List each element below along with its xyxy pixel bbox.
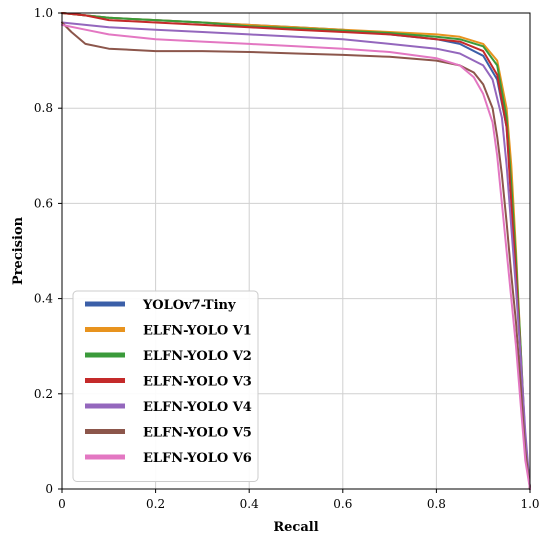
legend-label: YOLOv7-Tiny <box>142 298 236 313</box>
x-tick-label: 1.0 <box>520 497 539 511</box>
y-tick-label: 0 <box>45 482 53 496</box>
y-tick-label: 1.0 <box>34 6 53 20</box>
x-axis-title: Recall <box>273 520 318 535</box>
legend-label: ELFN-YOLO V3 <box>143 375 252 390</box>
x-tick-label: 0.6 <box>333 497 352 511</box>
axis-ticks: 0 0.2 0.4 0.6 0.8 1.0 0 0.2 0.4 0.6 0.8 1.0 <box>34 6 540 511</box>
plot-frame <box>61 12 531 490</box>
x-tick-label: 0.2 <box>146 497 165 511</box>
legend-label: ELFN-YOLO V6 <box>143 451 252 466</box>
x-tick-label: 0.8 <box>427 497 446 511</box>
y-tick-label: 0.4 <box>34 292 53 306</box>
x-tick-label: 0 <box>58 497 66 511</box>
series-lines <box>61 12 531 490</box>
y-tick-label: 0.6 <box>34 196 53 210</box>
legend-label: ELFN-YOLO V4 <box>143 400 252 415</box>
legend-label: ELFN-YOLO V5 <box>143 426 252 441</box>
legend-label: ELFN-YOLO V1 <box>143 324 252 339</box>
x-tick-label: 0.4 <box>240 497 259 511</box>
legend-label: ELFN-YOLO V2 <box>143 349 252 364</box>
y-tick-label: 0.2 <box>34 387 53 401</box>
y-tick-label: 0.8 <box>34 101 53 115</box>
series-line-7 <box>61 23 531 490</box>
y-axis-title: Precision <box>11 216 26 285</box>
legend: YOLOv7-Tiny ELFN-YOLO V1 ELFN-YOLO V2 ELFN-… <box>72 290 259 482</box>
series-line-5 <box>61 21 531 490</box>
series-line-4 <box>61 12 531 490</box>
